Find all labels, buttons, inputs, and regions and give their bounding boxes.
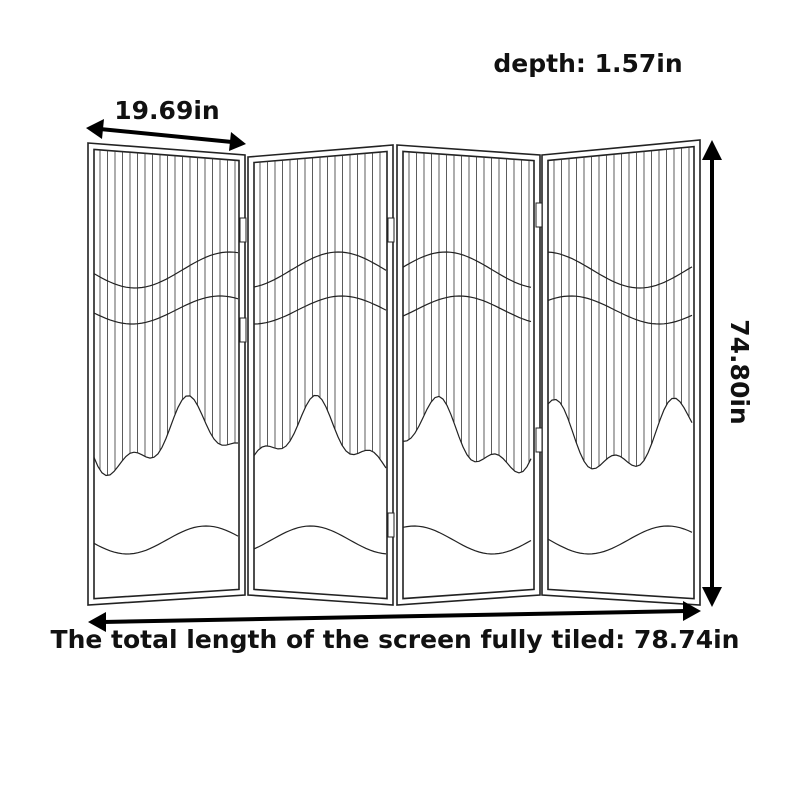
upper-ridge [253, 295, 387, 325]
total-length-label: The total length of the screen fully til… [51, 625, 740, 654]
panel-inner-frame [402, 150, 535, 600]
mountain-ridge [253, 394, 387, 469]
arrow-head [86, 119, 104, 139]
length-arrow [102, 609, 687, 624]
hinge [239, 317, 247, 343]
panel-width-label: 19.69in [114, 96, 219, 125]
arrow-head [229, 132, 246, 151]
lower-ridge [402, 525, 532, 555]
panel-inner-frame [253, 150, 388, 600]
lower-ridge [253, 525, 387, 555]
upper-ridge [547, 251, 693, 289]
upper-ridge [547, 295, 693, 325]
arrow-head [683, 601, 701, 621]
arrow-head [702, 587, 722, 607]
hinge [387, 512, 395, 538]
panel-frame [247, 144, 394, 606]
panel-inner-frame [93, 148, 240, 600]
arrow-head [702, 140, 722, 160]
hinge [535, 427, 543, 453]
mountain-ridge [93, 395, 238, 477]
hinge [535, 202, 543, 228]
hinge [387, 217, 395, 243]
arrow-head [88, 612, 106, 632]
height-label: 74.80in [725, 319, 754, 424]
upper-ridge [93, 295, 239, 325]
mountain-ridge [547, 397, 693, 470]
upper-ridge [402, 295, 532, 323]
mountain-ridge [402, 395, 532, 474]
panel-inner-frame [547, 145, 695, 600]
lower-ridge [547, 525, 693, 555]
panel-frame [541, 139, 701, 606]
folding-screen [87, 139, 701, 606]
hinge [239, 217, 247, 243]
lower-ridge [93, 525, 239, 555]
panel-frame [396, 144, 541, 606]
upper-ridge [93, 251, 239, 289]
panel-frame [87, 142, 246, 606]
width-arrow [99, 127, 233, 144]
upper-ridge [253, 251, 387, 288]
depth-label: depth: 1.57in [493, 49, 682, 78]
upper-ridge [402, 251, 532, 288]
